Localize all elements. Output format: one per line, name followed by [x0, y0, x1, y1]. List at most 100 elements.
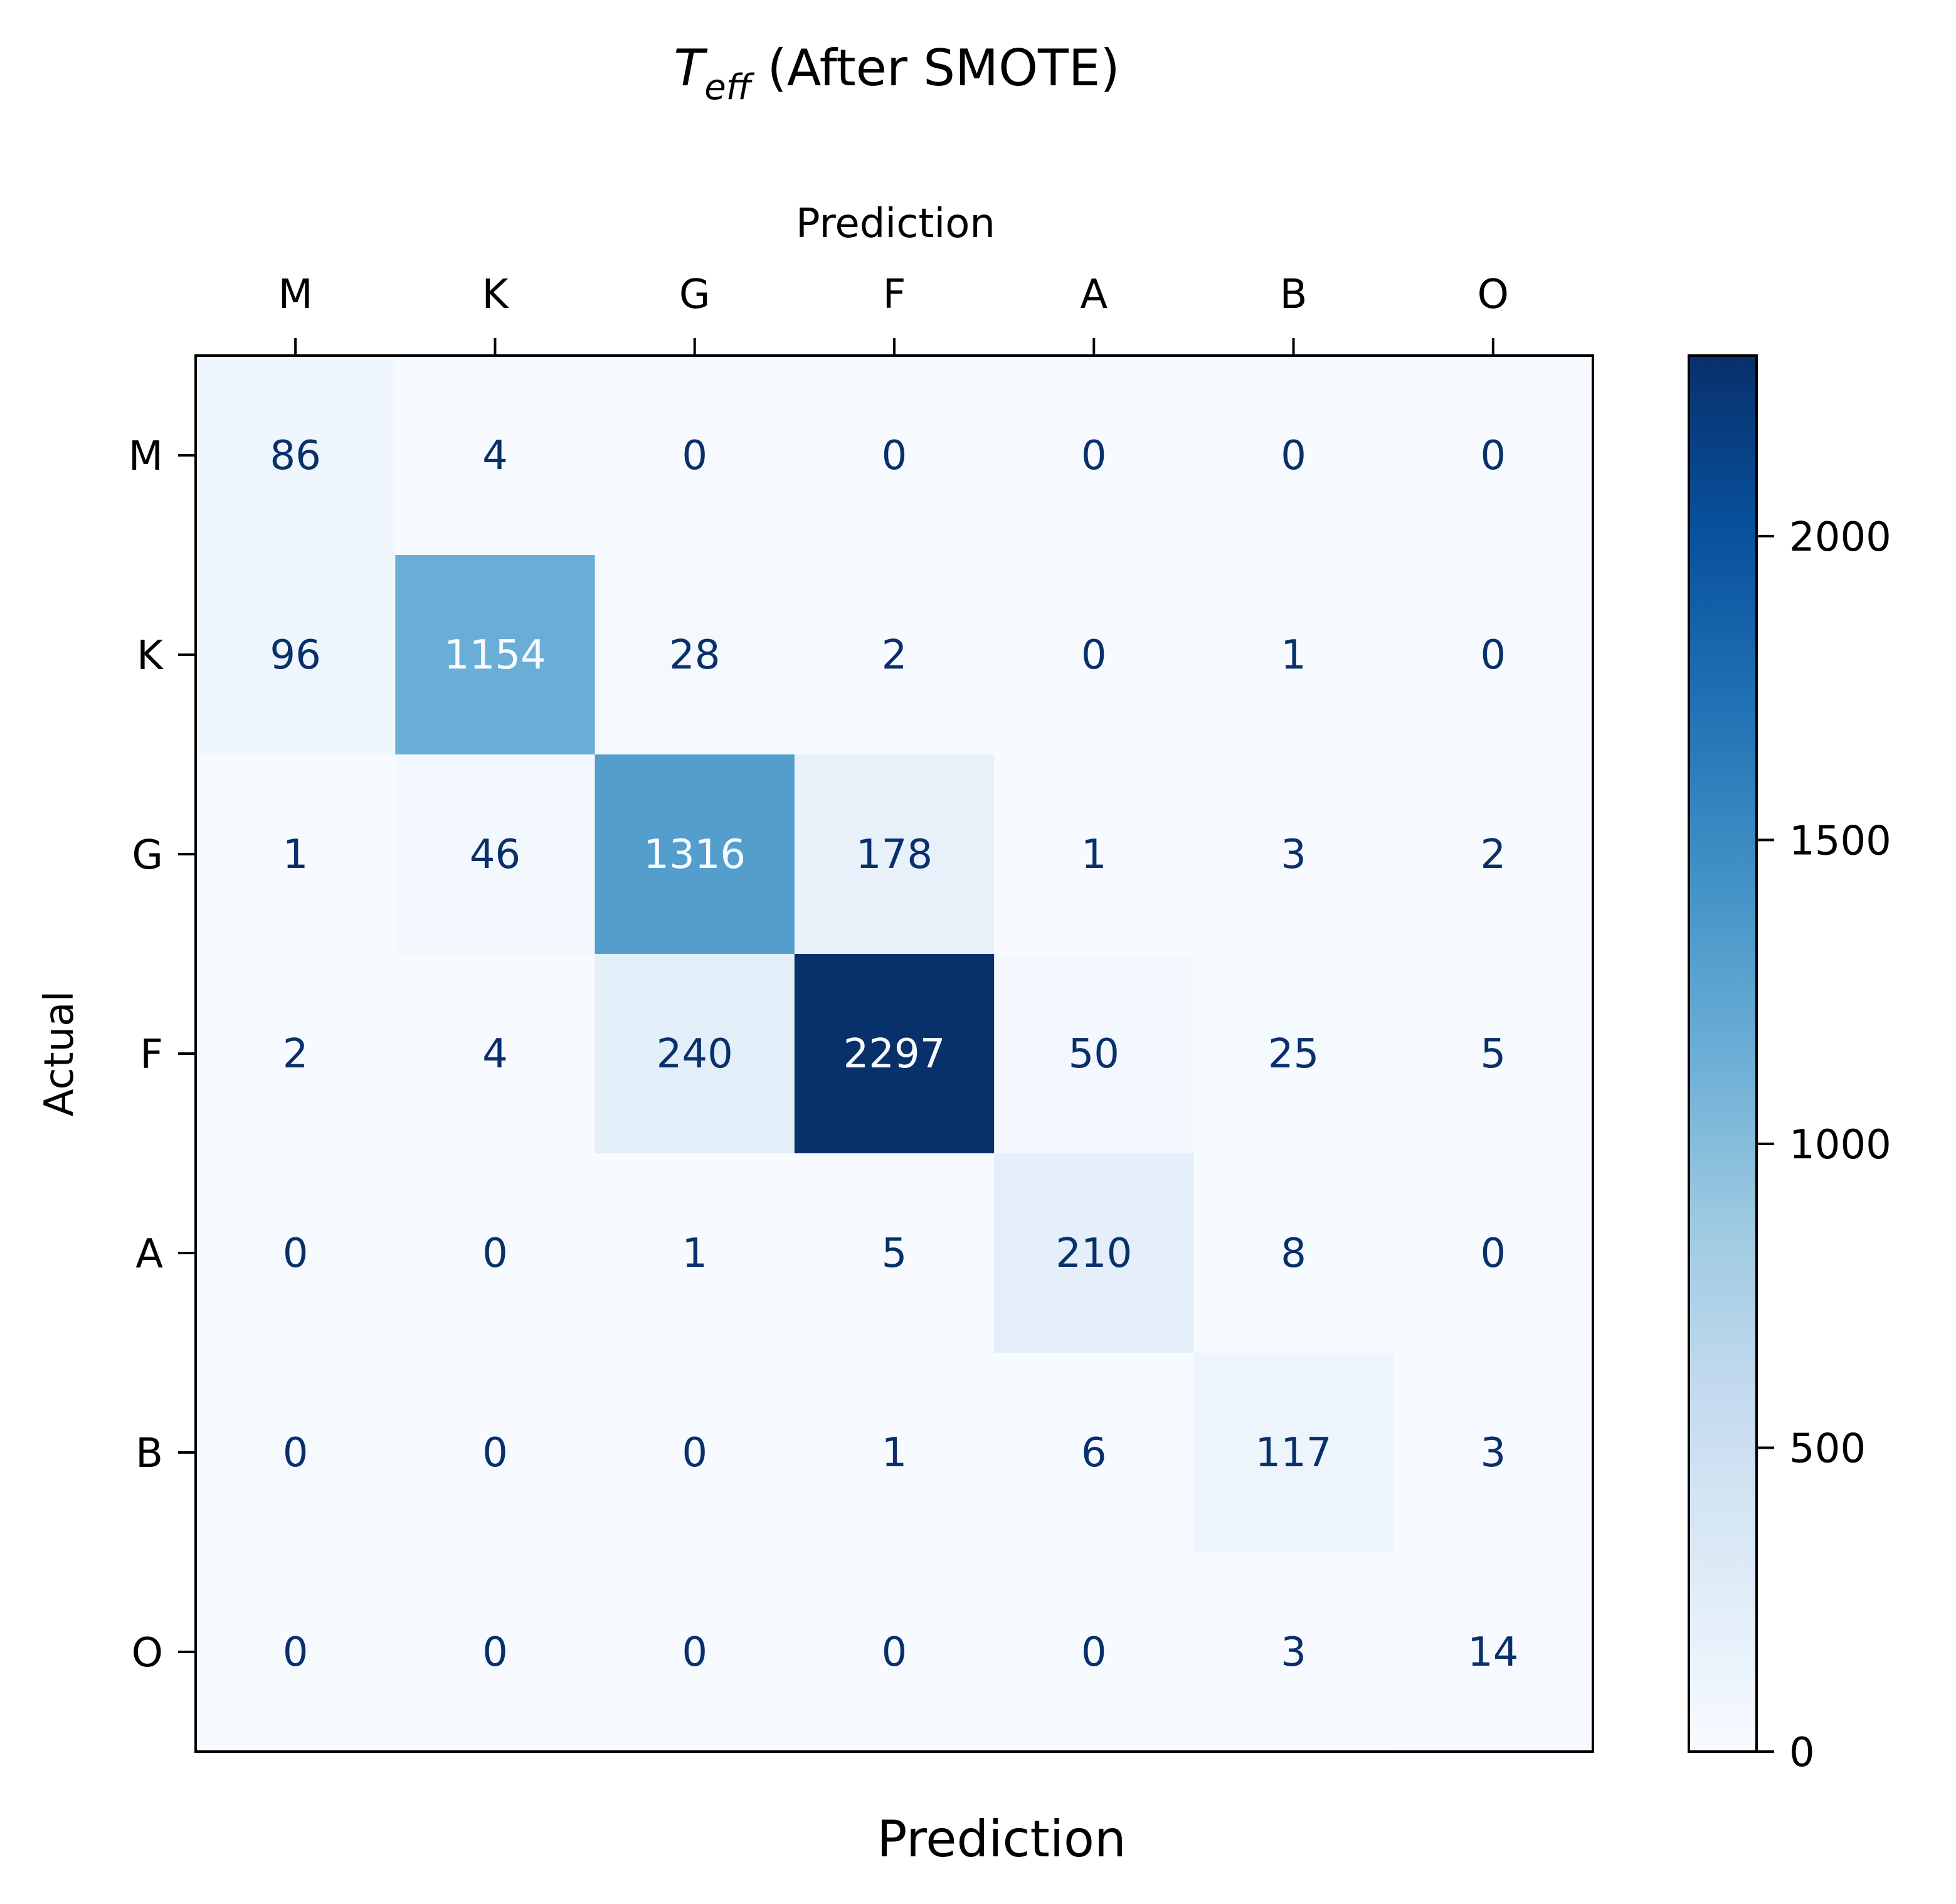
- cell-value-label: 0: [1480, 632, 1506, 679]
- heatmap-cell: [595, 1153, 795, 1353]
- heatmap-cell: [994, 1153, 1194, 1353]
- colorbar-ticks: 0 500 1000 1500 2000: [1757, 514, 1891, 1776]
- cell-value-label: 0: [1480, 1230, 1506, 1277]
- cell-value-label: 3: [1480, 1430, 1506, 1476]
- heatmap-cell: [1193, 1353, 1394, 1553]
- heatmap-cell: [994, 356, 1194, 556]
- heatmap-cell: [1393, 1353, 1594, 1553]
- cell-value-label: 0: [283, 1430, 309, 1476]
- heatmap-cell: [1193, 754, 1394, 955]
- cell-value-label: 1: [283, 832, 309, 878]
- heatmap-cell: [994, 1353, 1194, 1553]
- cell-value-label: 1154: [444, 632, 546, 679]
- heatmap-cell: [794, 1353, 995, 1553]
- heatmap-cell: [196, 1552, 396, 1752]
- cell-value-label: 0: [1480, 433, 1506, 479]
- heatmap-cell: [1193, 1552, 1394, 1752]
- cell-value-label: 5: [882, 1230, 907, 1277]
- heatmap-cell: [1393, 356, 1594, 556]
- top-x-axis-label: Prediction: [796, 201, 995, 247]
- y-axis-ticks: M K G F A B O: [129, 433, 196, 1676]
- cell-value-label: 0: [882, 433, 907, 479]
- heatmap-cell: [595, 754, 795, 955]
- heatmap-cell: [794, 555, 995, 755]
- heatmap-cell: [1193, 954, 1394, 1154]
- cell-value-label: 14: [1467, 1629, 1518, 1676]
- heatmap-cell: [196, 1153, 396, 1353]
- heatmap-cell: [994, 555, 1194, 755]
- cell-value-label: 1: [1081, 832, 1107, 878]
- colorbar-tick-label: 2000: [1789, 514, 1891, 561]
- heatmap-cell: [196, 754, 396, 955]
- y-axis-label: Actual: [36, 991, 83, 1117]
- cell-value-label: 2: [882, 632, 907, 679]
- x-tick-label: B: [1280, 272, 1308, 318]
- cell-value-label: 0: [1281, 433, 1306, 479]
- y-tick-label: K: [137, 633, 164, 679]
- heatmap-cell: [1193, 555, 1394, 755]
- cell-value-label: 1: [1281, 632, 1306, 679]
- heatmap-cell: [196, 356, 396, 556]
- cell-value-label: 0: [482, 1430, 508, 1476]
- heatmap-cell: [395, 954, 596, 1154]
- heatmap-cell: [196, 1353, 396, 1553]
- cell-value-label: 0: [682, 433, 707, 479]
- x-tick-label: K: [482, 272, 509, 318]
- heatmap-cell: [1193, 1153, 1394, 1353]
- heatmap-cell: [1393, 1153, 1594, 1353]
- cell-value-label: 28: [669, 632, 720, 679]
- heatmap-cells: [196, 356, 1594, 1752]
- heatmap-cell: [994, 754, 1194, 955]
- cell-value-label: 96: [270, 632, 320, 679]
- colorbar: [1688, 354, 1758, 1753]
- colorbar-tick-label: 0: [1789, 1730, 1815, 1776]
- cell-value-label: 50: [1069, 1031, 1119, 1077]
- heatmap-cell: [1193, 356, 1394, 556]
- y-tick-label: B: [135, 1431, 163, 1477]
- x-tick-label: A: [1080, 272, 1108, 318]
- y-tick-label: F: [140, 1032, 163, 1078]
- heatmap-cell: [1393, 555, 1594, 755]
- x-tick-label: M: [278, 272, 313, 318]
- x-axis-label: Prediction: [877, 1810, 1126, 1868]
- y-tick-label: O: [132, 1630, 163, 1676]
- heatmap-cell: [395, 1153, 596, 1353]
- cell-value-label: 0: [682, 1430, 707, 1476]
- heatmap-cell: [395, 1353, 596, 1553]
- cell-value-label: 2297: [843, 1031, 946, 1077]
- cell-value-label: 8: [1281, 1230, 1306, 1277]
- cell-value-label: 0: [682, 1629, 707, 1676]
- cell-value-label: 86: [270, 433, 320, 479]
- heatmap-cell: [1393, 954, 1594, 1154]
- heatmap-cell: [196, 555, 396, 755]
- cell-value-label: 1: [682, 1230, 707, 1277]
- colorbar-tick-label: 1500: [1789, 818, 1891, 864]
- cell-value-label: 0: [1081, 433, 1107, 479]
- colorbar-tick-label: 500: [1789, 1425, 1866, 1472]
- cell-value-label: 178: [856, 832, 933, 878]
- x-tick-label: G: [679, 272, 711, 318]
- cell-value-label: 4: [482, 1031, 508, 1077]
- cell-value-label: 6: [1081, 1430, 1107, 1476]
- cell-value-label: 0: [1081, 632, 1107, 679]
- x-tick-label: O: [1478, 272, 1509, 318]
- cell-value-label: 1: [882, 1430, 907, 1476]
- chart-title-main: T: [674, 39, 708, 97]
- cell-value-label: 4: [482, 433, 508, 479]
- y-tick-label: G: [132, 832, 163, 879]
- cell-value-label: 3: [1281, 832, 1306, 878]
- cell-value-label: 1316: [643, 832, 746, 878]
- heatmap-cell: [1393, 1552, 1594, 1752]
- cell-value-label: 0: [283, 1629, 309, 1676]
- heatmap-cell: [595, 954, 795, 1154]
- heatmap-cell: [196, 954, 396, 1154]
- heatmap-cell: [395, 356, 596, 556]
- heatmap-cell: [794, 356, 995, 556]
- colorbar-tick-label: 1000: [1789, 1122, 1891, 1168]
- cell-value-label: 0: [1081, 1629, 1107, 1676]
- heatmap-cell: [595, 1353, 795, 1553]
- heatmap-cell: [395, 555, 596, 755]
- cell-value-label: 210: [1055, 1230, 1132, 1277]
- cell-value-label: 46: [470, 832, 521, 878]
